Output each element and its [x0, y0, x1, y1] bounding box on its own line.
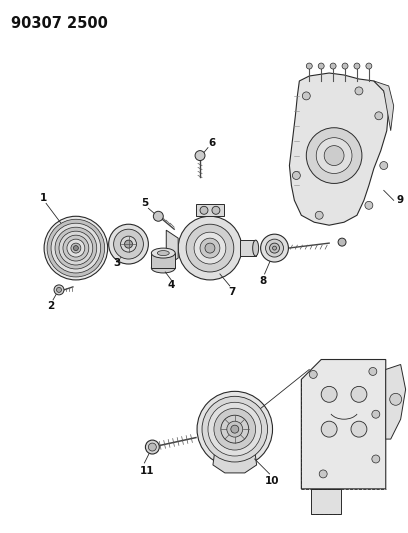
- Circle shape: [365, 201, 373, 209]
- Circle shape: [319, 470, 327, 478]
- Text: 2: 2: [47, 301, 55, 311]
- Circle shape: [270, 243, 279, 253]
- Circle shape: [266, 239, 284, 257]
- Circle shape: [351, 386, 367, 402]
- Ellipse shape: [151, 248, 175, 258]
- Circle shape: [73, 246, 78, 251]
- Circle shape: [47, 219, 105, 277]
- Circle shape: [309, 370, 317, 378]
- Polygon shape: [166, 230, 178, 266]
- Circle shape: [109, 224, 149, 264]
- Text: 11: 11: [140, 466, 155, 476]
- Ellipse shape: [253, 240, 259, 256]
- Polygon shape: [386, 365, 406, 439]
- Circle shape: [186, 224, 234, 272]
- Circle shape: [380, 161, 388, 169]
- Circle shape: [55, 227, 97, 269]
- Circle shape: [342, 63, 348, 69]
- Circle shape: [315, 211, 323, 219]
- Circle shape: [321, 386, 337, 402]
- Circle shape: [261, 234, 288, 262]
- Circle shape: [200, 206, 208, 214]
- Polygon shape: [311, 489, 341, 514]
- Polygon shape: [374, 81, 394, 131]
- Circle shape: [354, 63, 360, 69]
- Circle shape: [208, 402, 262, 456]
- Text: 1: 1: [40, 193, 47, 204]
- Circle shape: [205, 243, 215, 253]
- Circle shape: [369, 367, 377, 375]
- Circle shape: [124, 240, 133, 248]
- Text: 4: 4: [168, 280, 175, 290]
- Circle shape: [194, 232, 226, 264]
- Circle shape: [318, 63, 324, 69]
- Text: 3: 3: [113, 258, 120, 268]
- Circle shape: [121, 236, 136, 252]
- Circle shape: [372, 455, 380, 463]
- Circle shape: [113, 229, 144, 259]
- Circle shape: [59, 231, 93, 265]
- Circle shape: [306, 63, 312, 69]
- Text: 8: 8: [259, 276, 266, 286]
- Circle shape: [302, 92, 310, 100]
- Text: 10: 10: [265, 476, 280, 486]
- Circle shape: [231, 425, 239, 433]
- Ellipse shape: [151, 263, 175, 273]
- Circle shape: [321, 421, 337, 437]
- Circle shape: [200, 238, 220, 258]
- Circle shape: [316, 138, 352, 173]
- Circle shape: [178, 216, 242, 280]
- Polygon shape: [151, 253, 175, 268]
- Circle shape: [212, 206, 220, 214]
- Polygon shape: [213, 450, 257, 473]
- Polygon shape: [196, 204, 224, 216]
- Circle shape: [330, 63, 336, 69]
- Circle shape: [324, 146, 344, 166]
- Text: 7: 7: [228, 287, 235, 297]
- Circle shape: [273, 246, 277, 250]
- Text: 9: 9: [397, 196, 404, 205]
- Circle shape: [71, 243, 81, 253]
- Circle shape: [227, 421, 243, 437]
- Circle shape: [355, 87, 363, 95]
- Circle shape: [145, 440, 159, 454]
- Circle shape: [366, 63, 372, 69]
- Circle shape: [51, 223, 101, 273]
- Circle shape: [372, 410, 380, 418]
- Circle shape: [214, 408, 256, 450]
- Circle shape: [375, 112, 383, 120]
- Polygon shape: [240, 240, 256, 256]
- Circle shape: [202, 397, 268, 462]
- Text: 5: 5: [141, 198, 148, 208]
- Circle shape: [54, 285, 64, 295]
- Circle shape: [306, 128, 362, 183]
- Circle shape: [67, 239, 85, 257]
- Circle shape: [221, 415, 249, 443]
- Circle shape: [351, 421, 367, 437]
- Circle shape: [197, 391, 273, 467]
- Circle shape: [338, 238, 346, 246]
- Circle shape: [63, 235, 89, 261]
- Circle shape: [149, 443, 156, 451]
- Circle shape: [44, 216, 108, 280]
- Circle shape: [57, 287, 62, 293]
- Text: 6: 6: [208, 138, 215, 148]
- Polygon shape: [302, 360, 386, 489]
- Circle shape: [195, 151, 205, 160]
- Circle shape: [153, 211, 163, 221]
- Ellipse shape: [157, 251, 169, 255]
- Circle shape: [293, 172, 300, 180]
- Circle shape: [390, 393, 401, 405]
- Text: 90307 2500: 90307 2500: [11, 16, 108, 31]
- Polygon shape: [289, 73, 389, 225]
